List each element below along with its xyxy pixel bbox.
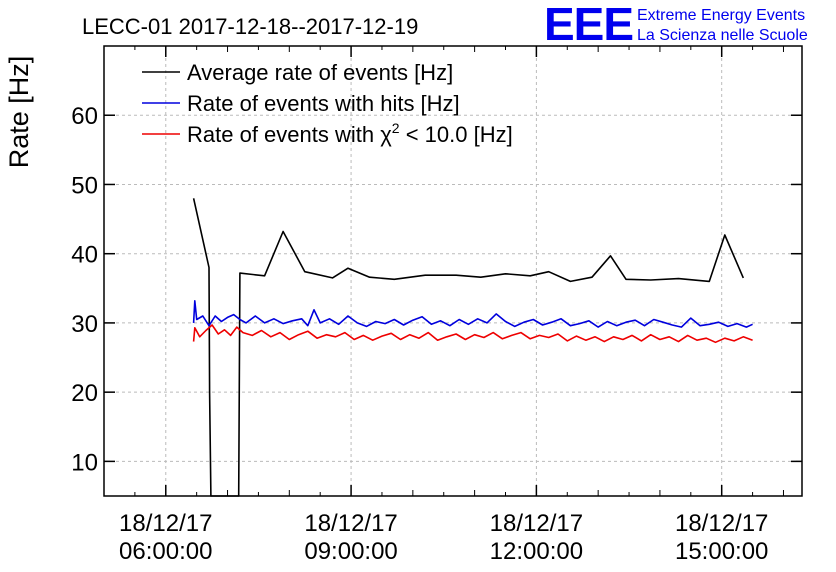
series-line-hits <box>192 299 753 328</box>
series-line-avg <box>192 198 745 497</box>
y-tick-label: 20 <box>71 380 98 407</box>
series-line-chi2 <box>192 324 753 344</box>
y-tick-label: 40 <box>71 242 98 269</box>
x-tick-time: 12:00:00 <box>490 538 583 565</box>
legend-label-avg: Average rate of events [Hz] <box>187 60 453 85</box>
y-tick-label: 10 <box>71 449 98 476</box>
chart-title: LECC-01 2017-12-18--2017-12-19 <box>82 14 418 39</box>
x-tick-time: 09:00:00 <box>304 538 397 565</box>
eee-logo: EEE Extreme Energy Events La Scienza nel… <box>544 0 808 50</box>
y-axis-label: Rate [Hz] <box>4 56 34 169</box>
axis-ticks <box>104 46 802 496</box>
axis-tick-labels: 10203040506018/12/1706:00:0018/12/1709:0… <box>71 103 768 565</box>
legend-label-chi2: Rate of events with χ2 < 10.0 [Hz] <box>187 120 513 147</box>
y-tick-label: 30 <box>71 311 98 338</box>
legend-text-post: < 10.0 [Hz] <box>400 122 513 147</box>
grid-lines <box>104 46 802 496</box>
legend-text-pre: Rate of events with <box>187 122 380 147</box>
y-tick-label: 50 <box>71 172 98 199</box>
logo-line2: La Scienza nelle Scuole <box>637 27 808 44</box>
x-tick-date: 18/12/17 <box>490 510 583 537</box>
x-tick-time: 15:00:00 <box>675 538 768 565</box>
x-tick-date: 18/12/17 <box>675 510 768 537</box>
x-tick-date: 18/12/17 <box>119 510 212 537</box>
legend-chi-symbol: χ <box>380 122 392 147</box>
logo-line1: Extreme Energy Events <box>637 7 805 24</box>
y-tick-label: 60 <box>71 103 98 130</box>
legend-label-hits: Rate of events with hits [Hz] <box>187 91 460 116</box>
x-tick-date: 18/12/17 <box>304 510 397 537</box>
plot-area: 10203040506018/12/1706:00:0018/12/1709:0… <box>71 45 803 565</box>
plot-frame <box>103 45 803 497</box>
x-tick-time: 06:00:00 <box>119 538 212 565</box>
series-layer <box>192 198 753 497</box>
logo-mark: EEE <box>544 0 633 50</box>
legend: Average rate of events [Hz] Rate of event… <box>142 60 513 147</box>
legend-superscript: 2 <box>392 120 400 136</box>
